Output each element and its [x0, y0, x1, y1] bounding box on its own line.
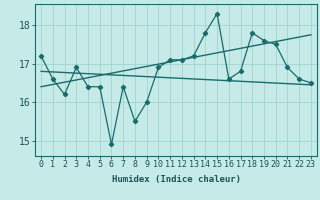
- X-axis label: Humidex (Indice chaleur): Humidex (Indice chaleur): [111, 175, 241, 184]
